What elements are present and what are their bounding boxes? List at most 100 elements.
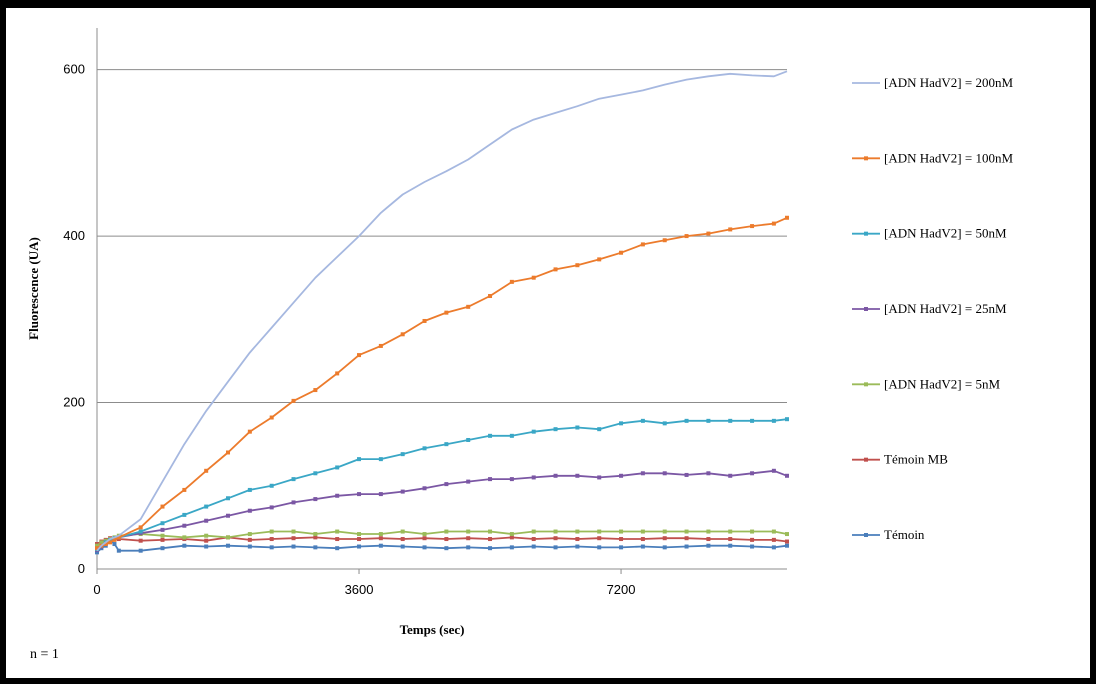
data-point [466, 536, 471, 541]
data-point [291, 536, 296, 541]
data-point [619, 473, 624, 478]
data-point [182, 535, 187, 540]
data-point [750, 537, 755, 542]
data-point [509, 433, 514, 438]
data-point [138, 538, 143, 543]
data-point [444, 529, 449, 534]
data-point [444, 537, 449, 542]
data-point [400, 544, 405, 549]
data-point [138, 529, 143, 534]
data-point [684, 529, 689, 534]
data-point [640, 537, 645, 542]
data-point [444, 546, 449, 551]
data-point [466, 545, 471, 550]
data-point [378, 532, 383, 537]
data-point [357, 457, 362, 462]
data-point [684, 418, 689, 423]
y-tick-label: 600 [63, 62, 85, 77]
data-point [138, 548, 143, 553]
data-point [160, 521, 165, 526]
data-point [422, 318, 427, 323]
data-point [226, 496, 231, 501]
data-point [291, 544, 296, 549]
data-point [619, 545, 624, 550]
data-point [619, 537, 624, 542]
data-point [182, 487, 187, 492]
y-tick-label: 200 [63, 395, 85, 410]
data-point [597, 475, 602, 480]
data-point [662, 471, 667, 476]
data-point [226, 450, 231, 455]
data-point [116, 535, 121, 540]
data-point [750, 418, 755, 423]
data-point [706, 543, 711, 548]
data-point [204, 544, 209, 549]
legend-label: [ADN HadV2] = 200nM [884, 75, 1013, 90]
data-point [684, 234, 689, 239]
data-point [785, 417, 789, 422]
data-point [728, 473, 733, 478]
data-point [662, 536, 667, 541]
data-point [112, 542, 117, 547]
data-point [597, 529, 602, 534]
legend-marker [864, 533, 868, 537]
data-point [444, 482, 449, 487]
data-point [400, 489, 405, 494]
data-point [204, 538, 209, 543]
data-point [728, 543, 733, 548]
data-point [204, 533, 209, 538]
data-point [488, 477, 493, 482]
data-point [247, 532, 252, 537]
data-point [706, 231, 711, 236]
data-point [247, 537, 252, 542]
data-point [619, 421, 624, 426]
legend-marker [864, 457, 868, 462]
data-point [269, 415, 274, 420]
y-tick-label: 400 [63, 228, 85, 243]
data-point [509, 532, 514, 537]
data-point [378, 543, 383, 548]
data-point [108, 540, 113, 545]
data-point [771, 529, 776, 534]
data-point [750, 224, 755, 229]
data-point [662, 545, 667, 550]
data-point [575, 529, 580, 534]
data-point [785, 473, 789, 478]
data-point [466, 437, 471, 442]
data-point [291, 477, 296, 482]
data-point [269, 545, 274, 550]
data-point [313, 532, 318, 537]
data-point [378, 492, 383, 497]
data-point [662, 529, 667, 534]
axes: 0 200 400 600 0 3600 7200 [63, 28, 787, 597]
legend-marker [864, 156, 868, 161]
legend-label: [ADN HadV2] = 100nM [884, 150, 1013, 165]
data-point [553, 427, 558, 432]
data-point [771, 537, 776, 542]
data-point [706, 537, 711, 542]
data-point [531, 429, 536, 434]
data-point [400, 537, 405, 542]
data-point [160, 527, 165, 532]
data-point [640, 471, 645, 476]
data-point [575, 537, 580, 542]
data-point [531, 475, 536, 480]
series-line [96, 539, 788, 554]
legend-label: Témoin MB [884, 452, 948, 467]
data-point [488, 537, 493, 542]
data-point [138, 525, 143, 530]
data-point [662, 421, 667, 426]
data-point [103, 542, 108, 547]
data-point [553, 473, 558, 478]
data-point [335, 537, 340, 542]
series-line [96, 70, 788, 552]
data-point [357, 492, 362, 497]
data-point [99, 540, 104, 545]
data-point [575, 544, 580, 549]
data-point [335, 493, 340, 498]
legend-label: [ADN HadV2] = 50nM [884, 226, 1007, 241]
data-point [684, 544, 689, 549]
data-point [357, 544, 362, 549]
x-axis-title: Temps (sec) [400, 622, 465, 637]
data-point [226, 535, 231, 540]
